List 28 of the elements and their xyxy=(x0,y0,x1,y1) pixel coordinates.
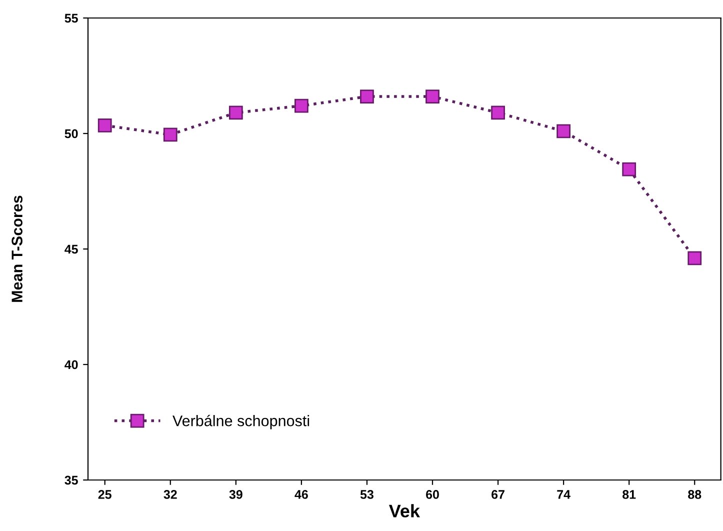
y-tick-label: 50 xyxy=(64,129,78,138)
x-tick-label: 25 xyxy=(98,490,112,499)
x-tick-label: 88 xyxy=(688,490,702,499)
x-tick-label: 46 xyxy=(294,490,308,499)
x-tick-label: 53 xyxy=(360,490,374,499)
point xyxy=(688,251,702,266)
y-tick-label: 45 xyxy=(64,244,78,254)
y-tick-label: 40 xyxy=(64,360,78,370)
x-tick-label: 81 xyxy=(622,490,636,499)
y-tick-label: 55 xyxy=(64,14,78,23)
point xyxy=(98,118,112,132)
x-tick-label: 74 xyxy=(557,490,570,499)
legend-label: Verbálne schopnosti xyxy=(172,414,310,430)
point xyxy=(228,106,243,120)
y-tick-label: 35 xyxy=(64,476,78,485)
x-tick-label: 60 xyxy=(426,490,439,499)
y-axis-title: Mean T-Scores xyxy=(12,196,22,302)
x-tick-label: 32 xyxy=(164,490,177,499)
point xyxy=(426,90,440,104)
point xyxy=(294,98,308,113)
x-tick-label: 67 xyxy=(492,490,504,499)
point xyxy=(556,124,571,138)
x-axis-title: Vek xyxy=(388,504,420,518)
x-tick-label: 39 xyxy=(229,490,242,499)
point xyxy=(360,90,374,104)
point xyxy=(622,162,636,176)
point xyxy=(163,128,178,142)
point xyxy=(491,106,505,120)
